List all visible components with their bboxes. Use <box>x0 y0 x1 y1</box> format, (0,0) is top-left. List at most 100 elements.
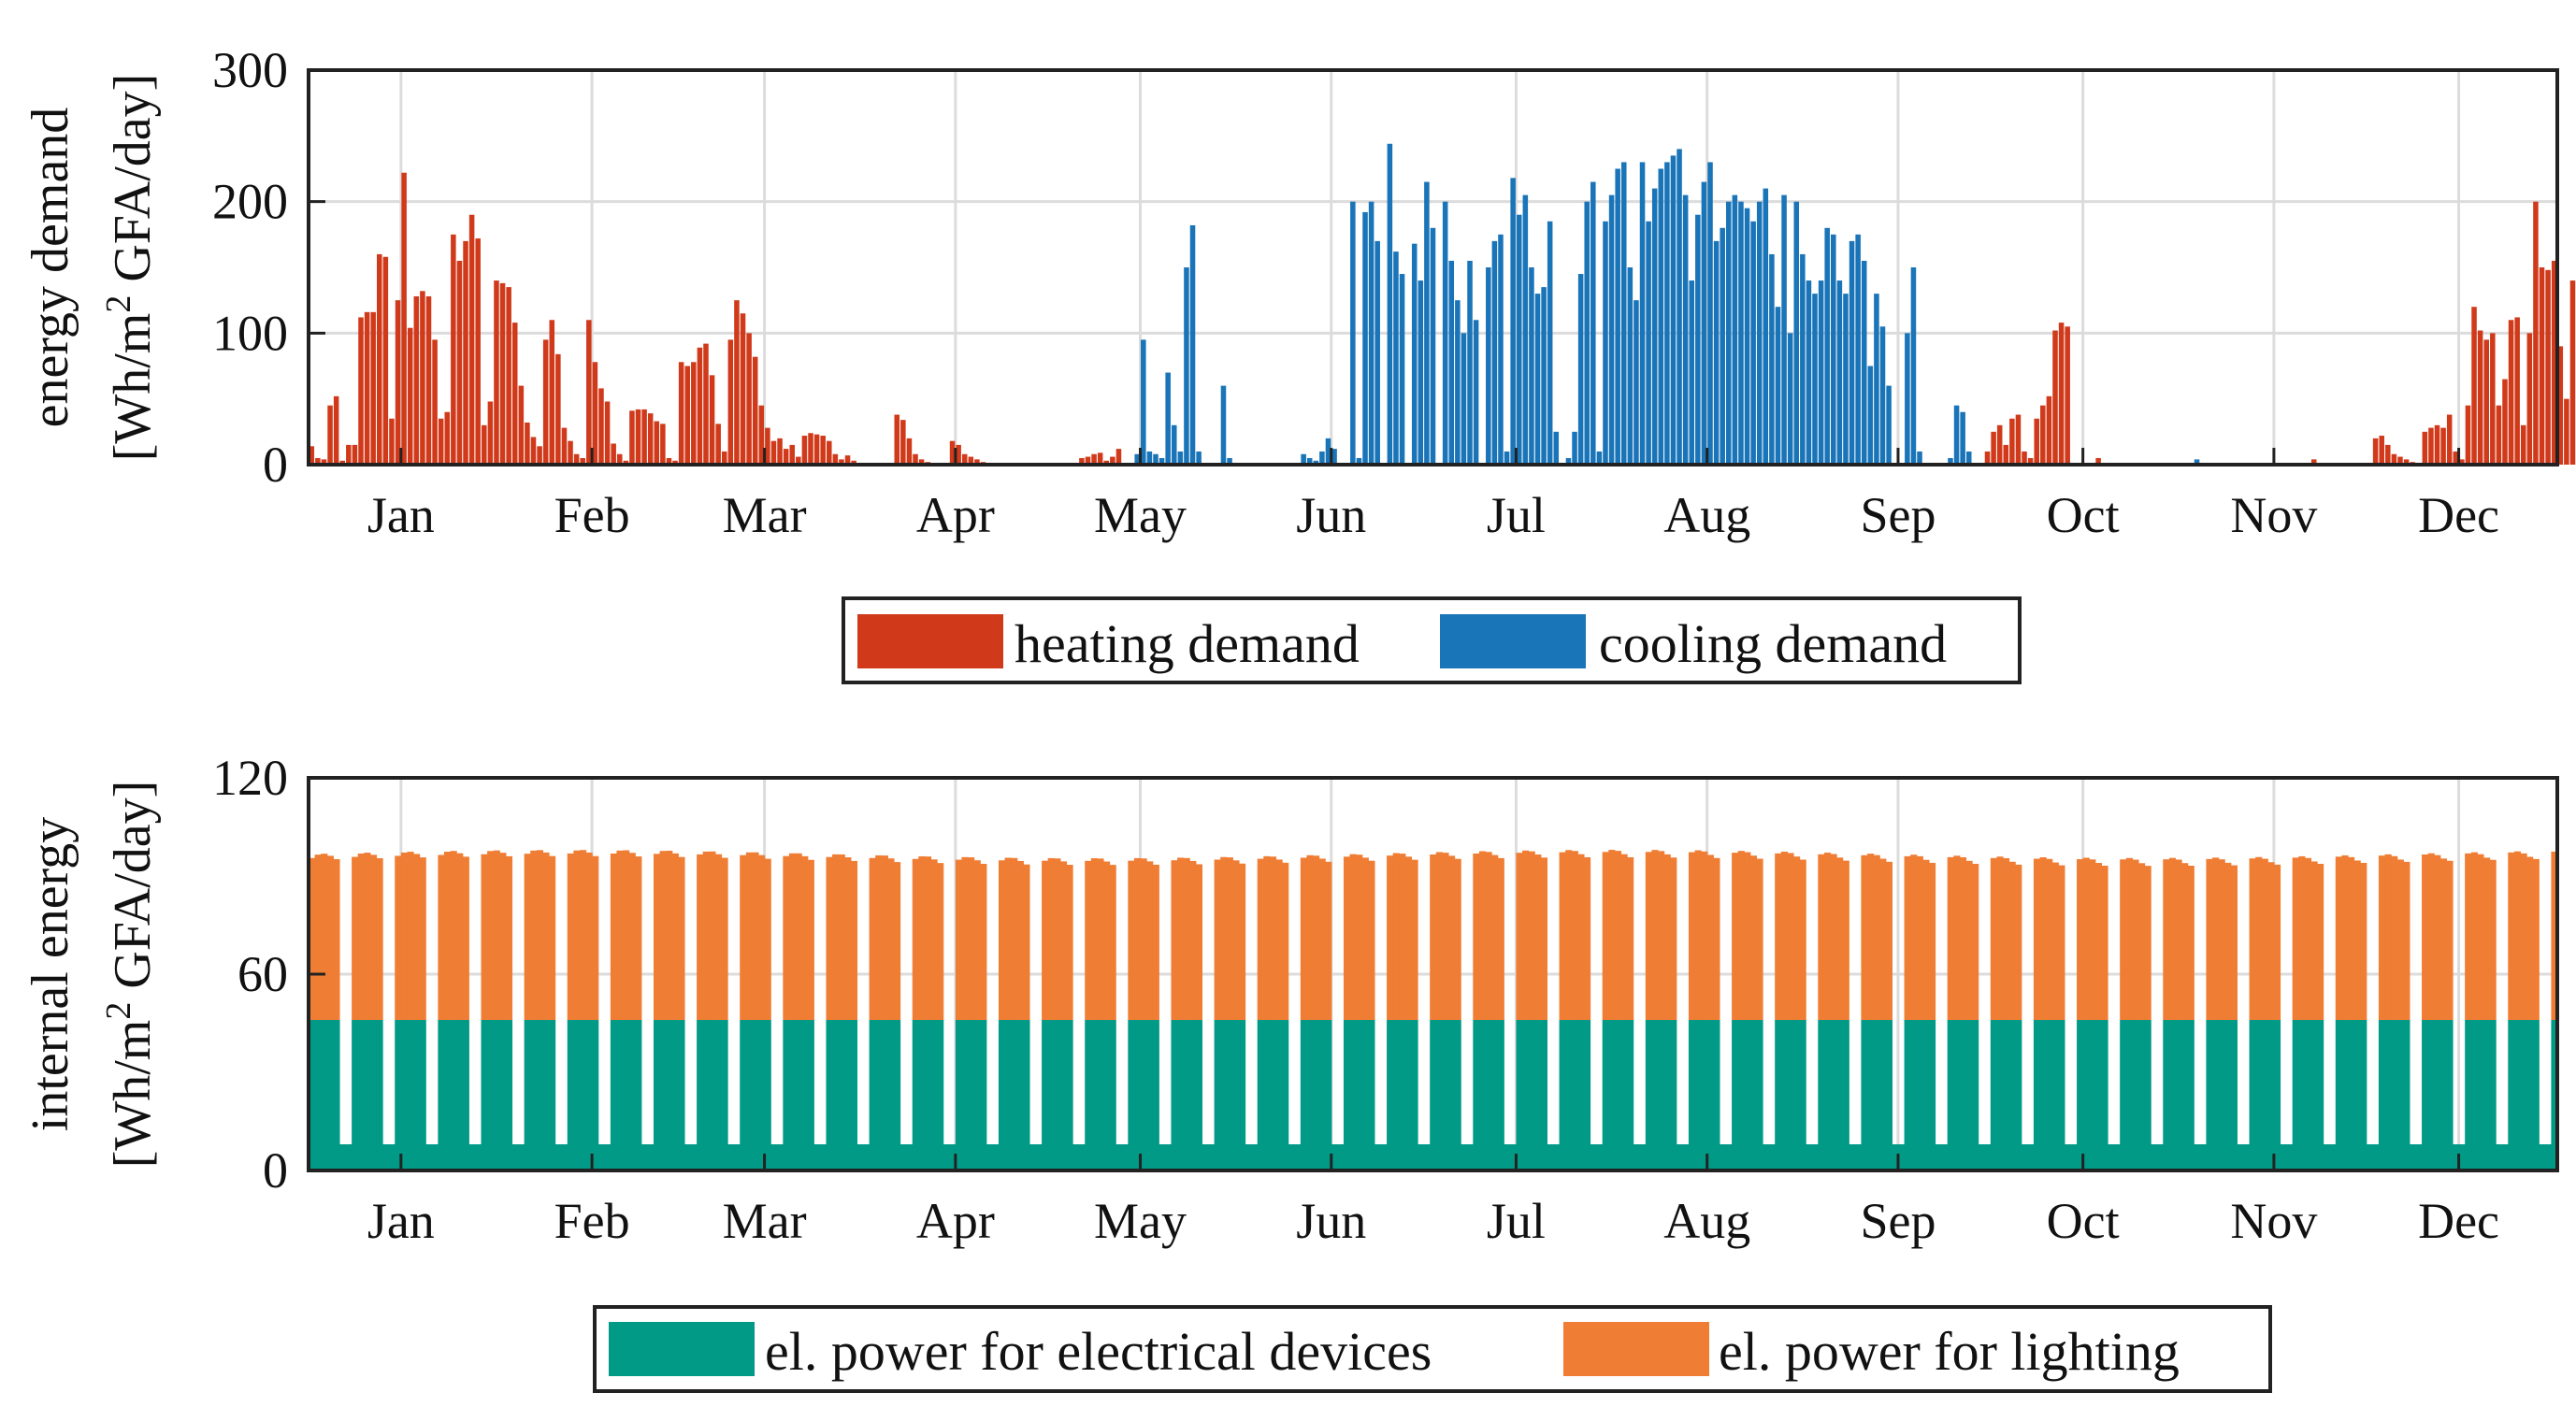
chart1-xtick-label: Apr <box>916 487 995 543</box>
cooling-bar <box>1775 307 1781 465</box>
devices-bar <box>1257 1020 1264 1170</box>
heating-bar <box>568 440 573 465</box>
lighting-bar <box>998 860 1006 1020</box>
lighting-bar <box>2439 858 2447 1020</box>
devices-bar <box>309 1020 316 1170</box>
heating-bar <box>758 405 765 465</box>
devices-bar <box>2427 1020 2435 1170</box>
lighting-bar <box>1836 857 1844 1020</box>
cooling-bar <box>1399 274 1405 465</box>
lighting-bar <box>481 854 488 1020</box>
lighting-bar <box>419 857 426 1020</box>
devices-bar <box>1873 1020 1880 1170</box>
devices-bar <box>992 1144 1000 1170</box>
lighting-bar <box>1565 850 1573 1020</box>
devices-bar <box>844 1020 852 1170</box>
lighting-bar <box>1916 855 1923 1020</box>
lighting-bar <box>702 851 710 1020</box>
devices-bar <box>468 1144 476 1170</box>
devices-bar <box>456 1020 464 1170</box>
cooling-bar <box>1879 326 1886 465</box>
cooling-bar <box>1584 201 1590 465</box>
cooling-bar <box>1695 214 1701 465</box>
lighting-bar <box>1947 856 1954 1020</box>
lighting-bar <box>1749 855 1758 1020</box>
chart2-ytick-label: 0 <box>263 1142 288 1199</box>
devices-bar <box>419 1020 426 1170</box>
devices-bar <box>702 1020 710 1170</box>
cooling-bar <box>1720 227 1725 465</box>
cooling-bar <box>1196 451 1202 465</box>
heating-bar <box>734 300 740 465</box>
lighting-bar <box>869 857 876 1020</box>
cooling-bar <box>1590 181 1596 466</box>
heating-bar <box>2040 405 2046 465</box>
devices-bar <box>968 1020 975 1170</box>
lighting-bar <box>1540 857 1547 1020</box>
devices-bar <box>1294 1144 1302 1170</box>
heating-bar <box>309 446 315 465</box>
devices-bar <box>364 1020 371 1170</box>
devices-bar <box>1238 1020 1246 1170</box>
lighting-bar <box>2175 859 2182 1020</box>
devices-bar <box>1220 1020 1228 1170</box>
cooling-bar <box>1965 451 1972 465</box>
devices-bar <box>579 1020 587 1170</box>
devices-bar <box>906 1144 914 1170</box>
cooling-bar <box>1577 274 1584 465</box>
heating-bar <box>2569 280 2576 465</box>
devices-bar <box>1842 1020 1849 1170</box>
legend-label-lighting: el. power for lighting <box>1719 1321 2180 1382</box>
heating-bar <box>961 453 968 465</box>
lighting-bar <box>1737 851 1745 1020</box>
chart2-xtick-label: Jan <box>367 1193 435 1249</box>
devices-bar <box>943 1144 950 1170</box>
heating-bar <box>358 317 364 465</box>
lighting-bar <box>838 854 845 1020</box>
lighting-bar <box>1928 862 1936 1020</box>
heating-bar <box>2440 427 2446 465</box>
devices-bar <box>1854 1144 1863 1170</box>
devices-bar <box>1121 1144 1129 1170</box>
devices-bar <box>2077 1020 2084 1170</box>
cooling-bar <box>1153 453 1158 465</box>
lighting-bar <box>530 850 538 1020</box>
lighting-bar <box>2163 859 2170 1020</box>
lighting-bar <box>2477 854 2484 1020</box>
cooling-bar <box>1763 188 1769 465</box>
devices-bar <box>1146 1020 1154 1170</box>
devices-bar <box>1361 1020 1369 1170</box>
lighting-bar <box>2051 862 2059 1020</box>
heating-bar <box>2564 398 2569 465</box>
heating-bar <box>918 459 925 465</box>
devices-bar <box>1590 1144 1597 1170</box>
devices-bar <box>2396 1020 2404 1170</box>
lighting-bar <box>1990 857 1997 1020</box>
lighting-bar <box>1059 861 1068 1020</box>
cooling-bar <box>1165 372 1171 465</box>
chart1-yticks: 0 100 200 300 <box>212 42 325 493</box>
cooling-bar <box>1418 280 1424 465</box>
devices-bar <box>770 1144 778 1170</box>
devices-bar <box>1183 1020 1190 1170</box>
lighting-bar <box>2551 851 2558 1020</box>
devices-bar <box>1787 1020 1794 1170</box>
devices-bar <box>481 1020 488 1170</box>
lighting-bar <box>1861 854 1868 1020</box>
heating-bar <box>456 260 463 465</box>
heating-bar <box>370 311 376 465</box>
lighting-bar <box>1195 864 1203 1020</box>
devices-bar <box>2482 1020 2491 1170</box>
heating-bar <box>494 280 499 465</box>
devices-bar <box>1916 1020 1923 1170</box>
lighting-bar <box>413 854 421 1020</box>
legend-label-devices: el. power for electrical devices <box>765 1321 1432 1382</box>
heating-bar <box>660 424 666 465</box>
devices-bar <box>1658 1020 1665 1170</box>
cooling-bar <box>1325 438 1331 465</box>
devices-bar <box>881 1020 888 1170</box>
devices-bar <box>1959 1020 1967 1170</box>
devices-bar <box>690 1144 698 1170</box>
heating-bar <box>525 422 530 465</box>
devices-bar <box>1749 1020 1758 1170</box>
